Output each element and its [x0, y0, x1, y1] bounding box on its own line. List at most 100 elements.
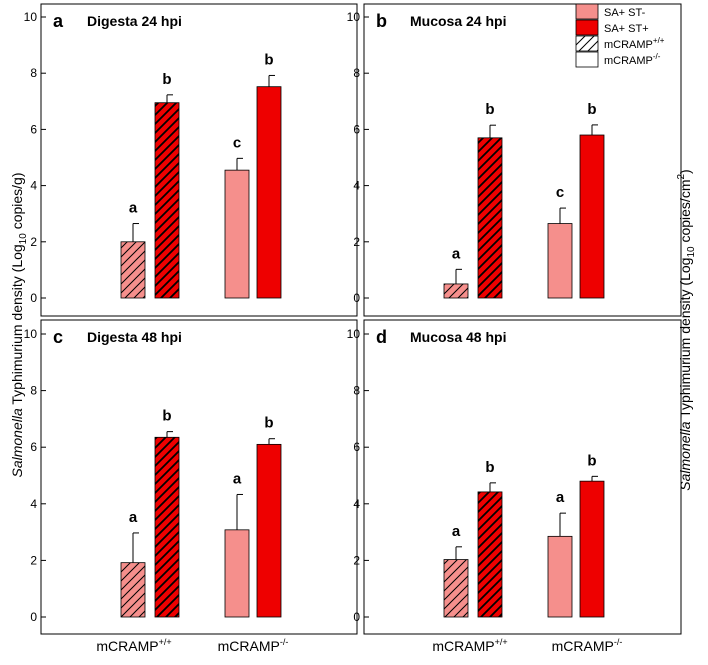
panel-d-bar-g1-s1-sig: b [587, 452, 596, 469]
panel-c-title: Digesta 48 hpi [87, 329, 182, 345]
panel-b-frame [363, 3, 682, 317]
panel-b-ytick-label-5: 10 [347, 10, 361, 24]
panel-b-ytick-label-0: 0 [353, 291, 360, 305]
panel-d-ytick-label-0: 0 [353, 610, 360, 624]
y-label-right-unit: copies/cm [677, 179, 693, 246]
y-label-right-italic: Salmonella [677, 421, 693, 490]
legend: SA+ ST- SA+ ST+ mCRAMP+/+ mCRAMP-/- [575, 3, 665, 68]
panel-c-bar-g0-s1-sig: b [162, 408, 171, 425]
panel-a-ytick-label-1: 2 [30, 235, 37, 249]
x-cat-left-ko-base: mCRAMP [218, 638, 280, 654]
panel-c-frame [40, 319, 358, 635]
panel-d-bar-g0-s0-sig: a [452, 523, 461, 540]
panel-b-bar-g1-s1 [579, 134, 605, 299]
panel-d-bar-g1-s0 [547, 535, 573, 618]
panel-b-bar-g0-s0-sig: a [452, 245, 461, 262]
panel-a-bar-g1-s1 [256, 86, 282, 299]
panel-d-bar-g0-s1-sig: b [485, 459, 494, 476]
legend-label-st-pos: SA+ ST+ [604, 23, 649, 35]
y-axis-label-left: Salmonella Typhimurium density (Log10 co… [9, 172, 29, 477]
y-label-left-sub: 10 [18, 233, 29, 245]
panel-a-ytick-label-5: 10 [24, 10, 38, 24]
panel-a-ytick-label-2: 4 [30, 179, 37, 193]
panel-a-letter: a [53, 11, 64, 31]
y-label-right-text: Typhimurium density (Log [677, 258, 693, 422]
panel-d-bar-g0-s0 [443, 559, 469, 618]
panel-c-bar-g1-s1-sig: b [264, 415, 273, 432]
panel-b-ytick-label-1: 2 [353, 235, 360, 249]
x-cat-right-wt-sup: +/+ [495, 637, 508, 647]
panel-c-bar-g1-s0-sig: a [233, 470, 242, 487]
y-label-left-text: Typhimurium density (Log [9, 244, 25, 408]
panel-b-bar-g1-s0 [547, 223, 573, 299]
legend-label-ko-base: mCRAMP [604, 55, 653, 67]
x-category-labels: mCRAMP+/+ mCRAMP-/- mCRAMP+/+ mCRAMP-/- [96, 637, 622, 654]
panel-b-ytick-label-3: 6 [353, 122, 360, 136]
legend-label-wt: mCRAMP+/+ [604, 36, 665, 51]
panel-a-ytick-label-0: 0 [30, 291, 37, 305]
panel-c-bar-g1-s0 [224, 529, 250, 618]
x-cat-right-ko-base: mCRAMP [552, 638, 614, 654]
x-cat-right-wt-base: mCRAMP [432, 638, 494, 654]
panel-d: 0 2 4 6 8 10 d Mucosa 48 hpi a b a b [347, 319, 682, 635]
panel-b-bar-g0-s0 [443, 283, 469, 299]
panel-a-title: Digesta 24 hpi [87, 13, 182, 29]
x-cat-left-wt-sup: +/+ [159, 637, 172, 647]
legend-label-ko: mCRAMP-/- [604, 52, 661, 67]
panel-b-ytick-label-2: 4 [353, 179, 360, 193]
panel-d-frame [363, 319, 682, 635]
y-label-left-unit: copies/g) [9, 172, 25, 233]
legend-swatch-ko [575, 51, 599, 68]
x-cat-left-ko-sup: -/- [280, 637, 289, 647]
panel-d-letter: d [376, 327, 387, 347]
panel-a-bar-g1-s0 [224, 169, 250, 299]
panel-c-ytick-label-2: 4 [30, 497, 37, 511]
panel-a-bar-g0-s0 [120, 241, 146, 299]
panel-d-ytick-label-5: 10 [347, 327, 361, 341]
panel-d-bar-g1-s1 [579, 480, 605, 618]
panel-d-title: Mucosa 48 hpi [410, 329, 506, 345]
panel-a-bar-g1-s0-sig: c [233, 134, 241, 151]
panel-a-ytick-label-3: 6 [30, 122, 37, 136]
panel-c-letter: c [53, 327, 63, 347]
panel-c-bar-g0-s0 [120, 562, 146, 618]
panel-b-bar-g0-s1-sig: b [485, 101, 494, 118]
panel-c-ytick-label-3: 6 [30, 440, 37, 454]
y-label-right-close: ) [677, 169, 693, 174]
x-cat-right-ko: mCRAMP-/- [552, 637, 623, 654]
panel-c: 0 2 4 6 8 10 c Digesta 48 hpi a b a b [24, 319, 358, 635]
panel-d-ytick-label-2: 4 [353, 497, 360, 511]
legend-swatch-st-neg [575, 3, 599, 20]
legend-label-st-neg: SA+ ST- [604, 7, 646, 19]
x-cat-left-ko: mCRAMP-/- [218, 637, 289, 654]
panel-c-bar-g0-s0-sig: a [129, 509, 138, 526]
panel-b-ytick-label-4: 8 [353, 66, 360, 80]
panel-a-bar-g0-s1 [154, 102, 180, 299]
y-label-left-italic: Salmonella [9, 408, 25, 477]
legend-swatch-st-pos [575, 19, 599, 36]
x-cat-left-wt-base: mCRAMP [96, 638, 158, 654]
x-cat-right-wt: mCRAMP+/+ [432, 637, 507, 654]
panel-c-bar-g1-s1 [256, 443, 282, 618]
panel-d-ytick-label-3: 6 [353, 440, 360, 454]
panel-b-letter: b [376, 11, 387, 31]
legend-label-wt-sup: +/+ [653, 36, 665, 45]
y-label-right-sub: 10 [686, 246, 697, 258]
panel-b-bar-g1-s1-sig: b [587, 101, 596, 118]
panel-c-bar-g0-s1 [154, 436, 180, 618]
panel-c-ytick-label-0: 0 [30, 610, 37, 624]
panel-d-bar-g0-s1 [477, 491, 503, 618]
legend-label-wt-base: mCRAMP [604, 39, 653, 51]
panel-b-bar-g1-s0-sig: c [556, 184, 564, 201]
panel-b-title: Mucosa 24 hpi [410, 13, 506, 29]
panel-d-bar-g1-s0-sig: a [556, 489, 565, 506]
panel-a-bar-g0-s0-sig: a [129, 200, 138, 217]
x-cat-right-ko-sup: -/- [614, 637, 623, 647]
panel-a-bar-g1-s1-sig: b [264, 51, 273, 68]
panel-a-frame [40, 3, 358, 317]
panel-b: 0 2 4 6 8 10 b Mucosa 24 hpi a b c b [347, 3, 682, 317]
legend-swatch-wt [575, 35, 599, 52]
panel-d-ytick-label-4: 8 [353, 384, 360, 398]
panel-a: 0 2 4 6 8 10 a Digesta 24 hpi a b c b [24, 3, 358, 317]
